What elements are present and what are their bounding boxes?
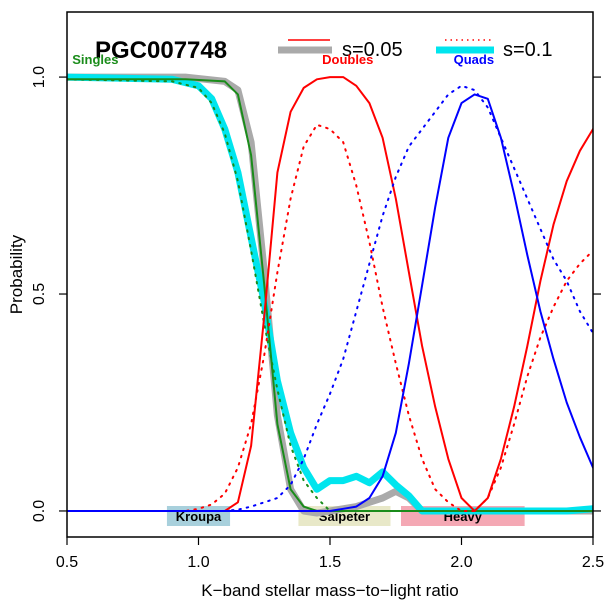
series-line-s-0-1 [67,73,593,515]
series-label-doubles: Doubles [322,52,373,67]
series-line-doubles-s-0-05 [67,76,593,512]
series-labels: Singles Doubles Quads [72,52,494,67]
y-axis-title: Probability [7,234,26,314]
x-tick-label: 2.0 [450,554,472,571]
series-line-s-0-05 [67,73,593,517]
band-label-kroupa: Kroupa [176,509,222,524]
x-tick-label: 2.5 [582,554,604,571]
x-tick-label: 1.0 [187,554,209,571]
series-label-quads: Quads [454,52,494,67]
legend-label-s01: s=0.1 [503,39,552,61]
x-axis-title: K−band stellar mass−to−light ratio [201,581,459,600]
y-tick-label: 1.0 [31,66,48,88]
axis-ticks: 0.5 1.0 1.5 2.0 2.5 0.0 0.5 1.0 [31,66,604,571]
x-tick-label: 1.5 [319,554,341,571]
series-line-singles-s-0-1 [67,78,593,512]
series-lines [67,73,593,517]
legend: s=0.05 s=0.1 [278,39,552,61]
series-label-singles: Singles [72,52,118,67]
series-line-quads-s-0-05 [67,93,593,512]
plot-frame [66,11,594,538]
legend-label-s005: s=0.05 [342,39,403,61]
chart-title: PGC007748 [95,37,227,64]
y-tick-label: 0.5 [31,283,48,305]
series-line-doubles-s-0-1 [67,123,593,512]
series-line-quads-s-0-1 [67,84,593,512]
x-tick-label: 0.5 [56,554,78,571]
series-line-singles-s-0-05 [67,78,593,512]
y-tick-label: 0.0 [31,500,48,522]
